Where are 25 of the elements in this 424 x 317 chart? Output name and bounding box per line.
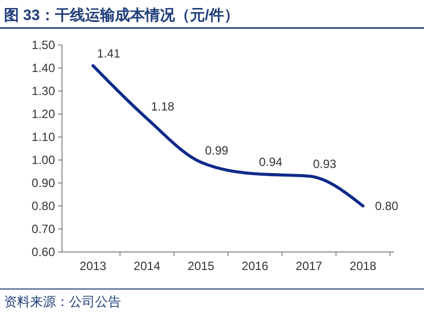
x-tick-label: 2014 [134, 259, 161, 273]
y-tick-label: 1.40 [32, 61, 56, 76]
text: 1.41 [97, 46, 120, 61]
text: 0.93 [313, 157, 336, 172]
text: 1.18 [151, 100, 174, 114]
x-tick-label: 2016 [242, 259, 269, 273]
y-tick-label: 0.90 [32, 176, 56, 190]
text: 0.80 [375, 199, 398, 213]
y-tick-label: 1.00 [32, 153, 56, 168]
y-tick-label: 0.80 [32, 199, 56, 214]
y-tick-label: 1.30 [32, 84, 56, 98]
x-tick-label: 2013 [80, 259, 107, 273]
text: 0.99 [205, 143, 228, 158]
x-tick-label: 2018 [350, 259, 377, 273]
y-tick-label: 0.70 [32, 222, 56, 236]
chart-title: 图 33：干线运输成本情况（元/件） [4, 7, 240, 24]
x-tick-label: 2015 [188, 259, 215, 273]
y-tick-label: 1.10 [32, 130, 56, 144]
y-tick-label: 0.60 [32, 245, 56, 260]
y-tick-label: 1.20 [32, 107, 56, 122]
text: 资料来源：公司公告 [4, 294, 121, 309]
y-tick-label: 1.50 [32, 38, 56, 52]
text: 0.94 [259, 154, 282, 169]
x-tick-label: 2017 [296, 259, 323, 273]
line-series [92, 64, 364, 208]
